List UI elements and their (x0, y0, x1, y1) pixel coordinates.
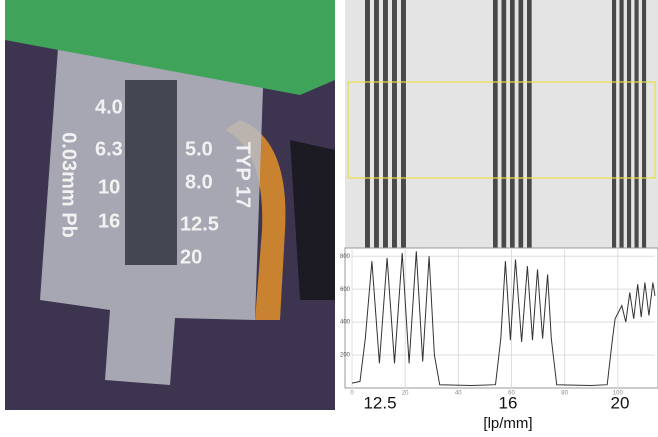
photo-label: 10 (98, 176, 120, 198)
stripe (501, 0, 507, 248)
x-axis-title: [lp/mm] (483, 415, 532, 432)
radiograph (345, 0, 658, 248)
stripe (619, 0, 624, 248)
stripe (374, 0, 379, 248)
photo-label: 6.3 (95, 138, 123, 160)
dark-part (290, 140, 335, 300)
group-label: 16 (499, 393, 518, 412)
photo-label: 4.0 (95, 96, 123, 118)
photo-labels: 4.0 6.3 10 16 5.0 8.0 12.5 20 0.03mm Pb … (58, 96, 254, 268)
green-ribbon (5, 0, 335, 95)
stripe (518, 0, 524, 248)
photo-label: 12.5 (180, 213, 219, 235)
photo-side-label: 0.03mm Pb (58, 132, 80, 238)
x-tick-label: 100 (613, 391, 624, 397)
photo-label: 5.0 (185, 138, 213, 160)
group-label: 20 (611, 393, 630, 412)
bar-pattern (125, 80, 177, 265)
plot-area (344, 247, 658, 389)
group-label: 12.5 (363, 393, 396, 412)
y-tick-label: 400 (340, 320, 351, 326)
photo-label: 8.0 (185, 171, 213, 193)
y-tick-label: 800 (340, 254, 351, 260)
stripe (392, 0, 397, 248)
x-tick-label: 60 (508, 391, 515, 397)
x-tick-label: 20 (402, 391, 409, 397)
photo-label: 16 (98, 210, 120, 232)
y-tick-label: 200 (340, 353, 351, 359)
stripe (365, 0, 370, 248)
stripe (401, 0, 406, 248)
roi-box (347, 81, 656, 179)
stripe (383, 0, 388, 248)
x-tick-label: 0 (350, 391, 354, 397)
y-tick-label: 600 (340, 287, 351, 293)
stripe (612, 0, 617, 248)
photo: 4.0 6.3 10 16 5.0 8.0 12.5 20 0.03mm Pb … (5, 0, 335, 410)
x-tick-label: 80 (561, 391, 568, 397)
stripe (627, 0, 632, 248)
x-tick-label: 40 (455, 391, 462, 397)
copper-strip (225, 120, 286, 320)
stripe (493, 0, 498, 248)
photo-label: 20 (180, 246, 202, 268)
stripe (642, 0, 647, 248)
stripe (527, 0, 532, 248)
stripe (510, 0, 515, 248)
profile-line (351, 251, 656, 387)
stripe (634, 0, 639, 248)
photo-side-label: TYP 17 (232, 142, 254, 208)
